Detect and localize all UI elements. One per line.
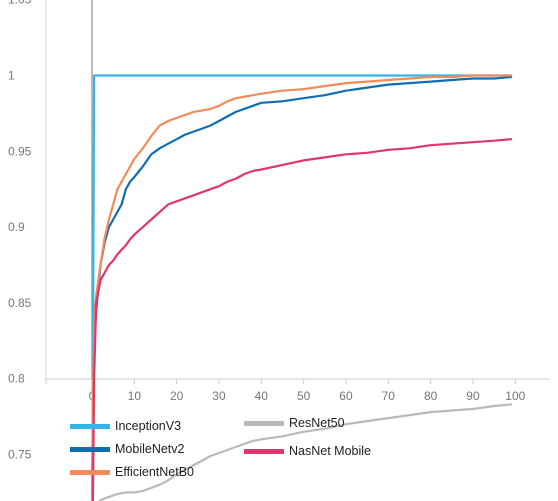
series-line-4 [91,138,513,501]
legend-label: ResNet50 [289,416,345,430]
x-tick-label: 10 [128,389,142,403]
x-tick-label: 80 [424,389,438,403]
legend: InceptionV3 MobileNetv2 EfficientNetB0 ResN… [70,416,371,479]
x-tick-label: 60 [339,389,353,403]
series-line-3 [98,403,513,501]
series-lines [90,74,513,501]
legend-swatch [70,447,110,452]
x-tick-label: 90 [466,389,480,403]
legend-swatch [70,424,110,429]
legend-label: NasNet Mobile [289,444,371,458]
x-tick-label: 40 [255,389,269,403]
y-tick-label: 0.75 [8,448,32,462]
series-line-0 [91,74,513,501]
x-tick-label: 30 [212,389,226,403]
tick-labels: 0.650.70.750.80.850.90.9511.050102030405… [8,0,526,462]
legend-label: EfficientNetB0 [115,465,194,479]
legend-swatch [244,449,284,454]
legend-label: MobileNetv2 [115,442,185,456]
y-tick-label: 0.8 [8,372,25,386]
y-tick-label: 0.95 [8,144,32,158]
y-tick-label: 0.9 [8,220,25,234]
x-tick-label: 50 [297,389,311,403]
legend-swatch [244,421,284,426]
y-tick-label: 1.05 [8,0,32,7]
y-tick-label: 1 [8,69,15,83]
series-line-2 [90,74,513,479]
y-tick-label: 0.85 [8,296,32,310]
series-line-1 [91,75,513,501]
x-tick-label: 70 [382,389,396,403]
legend-label: InceptionV3 [115,419,181,433]
axes [45,0,550,380]
legend-swatch [70,470,110,475]
x-tick-label: 100 [505,389,525,403]
x-tick-label: 20 [170,389,184,403]
